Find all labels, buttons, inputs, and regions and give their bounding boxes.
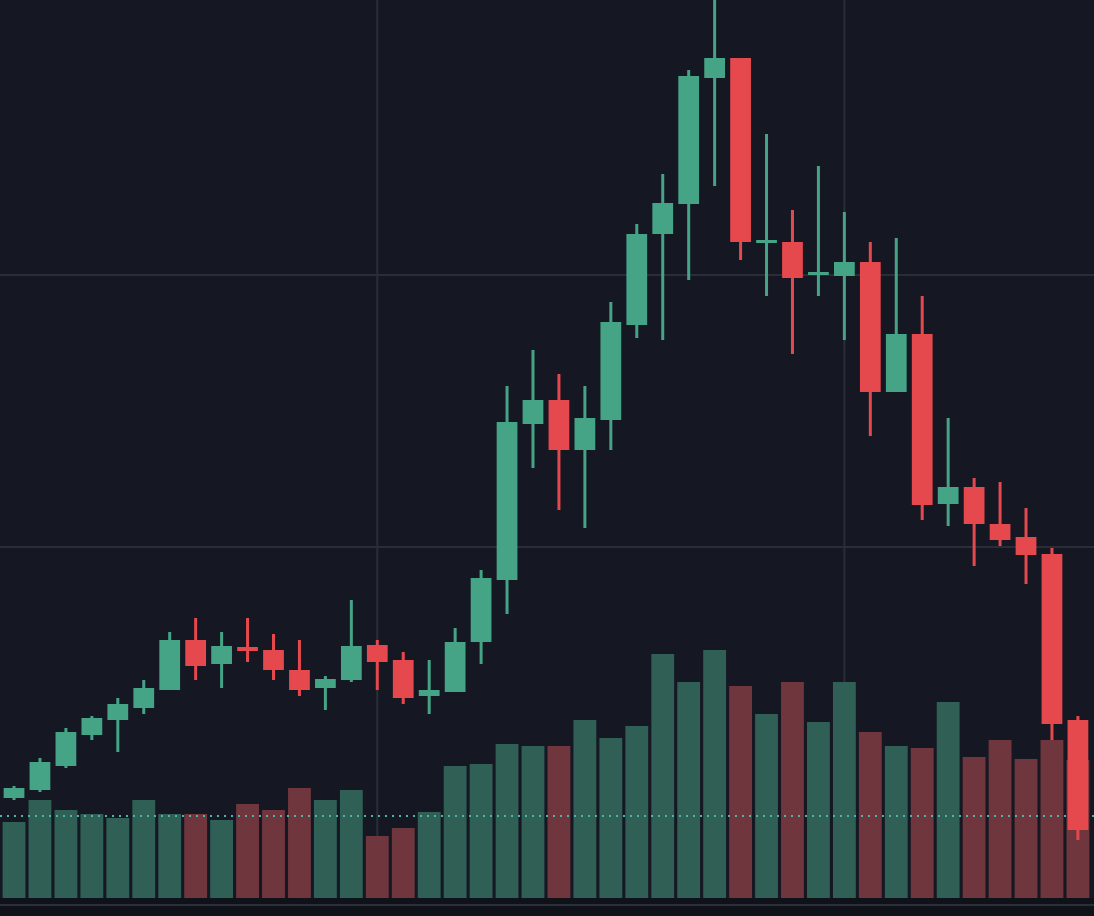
candle-body bbox=[3, 788, 25, 798]
volume-bar bbox=[936, 702, 960, 898]
volume-bar bbox=[391, 828, 415, 898]
candle-body bbox=[911, 334, 933, 505]
volume-bar bbox=[651, 654, 675, 898]
candle-body bbox=[392, 660, 414, 698]
volume-bar bbox=[106, 818, 130, 898]
volume-bar bbox=[521, 746, 545, 898]
candle-body bbox=[963, 487, 985, 524]
volume-bar bbox=[703, 650, 727, 898]
candle-body bbox=[859, 262, 881, 392]
volume-bar bbox=[469, 764, 493, 898]
candle-body bbox=[937, 487, 959, 504]
volume-bar bbox=[262, 810, 285, 898]
candle-body bbox=[263, 650, 284, 670]
volume-bar bbox=[858, 732, 882, 898]
volume-bar bbox=[962, 757, 986, 898]
candle-body bbox=[366, 645, 388, 662]
volume-bar bbox=[884, 746, 908, 898]
candle-body bbox=[340, 646, 362, 680]
volume-bar bbox=[417, 812, 441, 898]
candle-body bbox=[678, 76, 700, 204]
candle-body bbox=[159, 640, 181, 690]
candle-body bbox=[522, 400, 544, 424]
candle-body bbox=[418, 690, 440, 696]
volume-bar bbox=[288, 788, 311, 898]
candle-body bbox=[1015, 537, 1037, 555]
candle-body bbox=[211, 646, 232, 664]
candle-body bbox=[885, 334, 907, 392]
volume-bar bbox=[547, 746, 571, 898]
candle-body bbox=[237, 647, 258, 651]
candle-body bbox=[989, 524, 1011, 540]
bottom-strip bbox=[0, 898, 1094, 916]
candle-body bbox=[289, 670, 310, 690]
candle-body bbox=[1041, 554, 1063, 724]
candle-body bbox=[574, 418, 596, 450]
volume-bar bbox=[807, 722, 830, 898]
volume-bar bbox=[988, 740, 1012, 898]
candle-body bbox=[81, 718, 103, 735]
volume-bar bbox=[599, 738, 623, 898]
volume-bar bbox=[1040, 740, 1064, 898]
candle-body bbox=[782, 242, 803, 278]
volume-bar bbox=[339, 790, 363, 898]
candle-body bbox=[55, 732, 77, 766]
volume-bar bbox=[443, 766, 467, 898]
volume-bar bbox=[28, 800, 52, 898]
volume-bar bbox=[910, 748, 934, 898]
volume-bar bbox=[54, 810, 78, 898]
volume-bar bbox=[832, 682, 856, 898]
volume-bar bbox=[210, 820, 234, 898]
candle-body bbox=[315, 679, 336, 688]
candle-body bbox=[107, 704, 129, 720]
candle-body bbox=[833, 262, 855, 276]
volume-bar bbox=[236, 804, 259, 898]
candle-body bbox=[730, 58, 751, 242]
candle-body bbox=[548, 400, 570, 450]
volume-bar bbox=[313, 800, 337, 898]
candle-body bbox=[1067, 720, 1089, 830]
candle-body bbox=[704, 58, 726, 78]
candle-body bbox=[444, 642, 466, 692]
volume-bar bbox=[365, 836, 389, 898]
volume-bar bbox=[2, 822, 26, 898]
candle-body bbox=[29, 762, 51, 790]
candle-body bbox=[600, 322, 622, 420]
volume-bar bbox=[1014, 759, 1038, 898]
candle-body bbox=[756, 240, 777, 243]
volume-bar bbox=[132, 800, 156, 898]
candle-body bbox=[808, 272, 829, 275]
volume-bar bbox=[495, 744, 519, 898]
candle-body bbox=[133, 688, 155, 708]
candle-body bbox=[652, 203, 674, 234]
volume-bar bbox=[184, 814, 208, 898]
volume-bar bbox=[625, 726, 649, 898]
volume-bar bbox=[755, 714, 778, 898]
candle-body bbox=[470, 578, 492, 642]
volume-bar bbox=[729, 686, 752, 898]
volume-bar bbox=[677, 682, 701, 898]
volume-bar bbox=[573, 720, 597, 898]
volume-bar bbox=[80, 814, 104, 898]
candle-body bbox=[626, 234, 648, 325]
volume-bar bbox=[158, 814, 182, 898]
candle-body bbox=[185, 640, 207, 666]
candle-body bbox=[496, 422, 518, 580]
volume-bar bbox=[781, 682, 804, 898]
